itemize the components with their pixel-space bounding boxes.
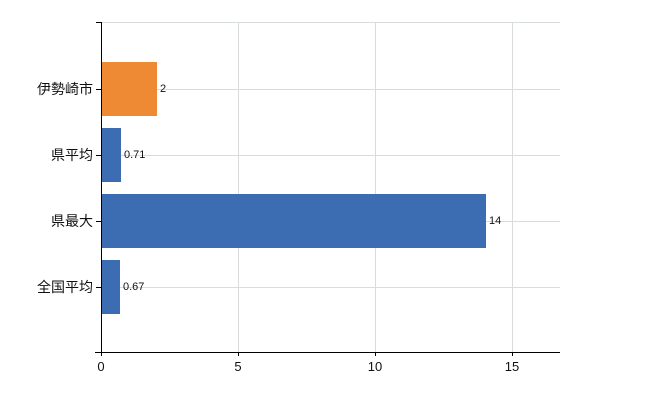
x-axis-tick xyxy=(375,352,376,356)
bar-県最大 xyxy=(102,194,486,248)
category-label-伊勢崎市: 伊勢崎市 xyxy=(37,81,93,97)
x-tick-label: 15 xyxy=(504,359,520,374)
vertical-gridline xyxy=(512,22,513,352)
horizontal-gridline xyxy=(101,155,560,156)
bar-伊勢崎市 xyxy=(102,62,157,116)
x-tick-label: 5 xyxy=(234,359,242,374)
bar-全国平均 xyxy=(102,260,120,314)
bar-value-label: 2 xyxy=(160,83,167,95)
vertical-gridline xyxy=(238,22,239,352)
y-axis-tick xyxy=(96,89,101,90)
category-label-県最大: 県最大 xyxy=(51,213,93,229)
x-axis-tick xyxy=(101,352,102,356)
horizontal-gridline xyxy=(101,89,560,90)
x-axis-tick xyxy=(238,352,239,356)
category-label-全国平均: 全国平均 xyxy=(37,279,93,295)
x-tick-label: 0 xyxy=(97,359,105,374)
bar-value-label: 0.67 xyxy=(123,281,145,293)
bar-value-label: 0.71 xyxy=(124,149,146,161)
y-axis-line xyxy=(101,22,102,352)
vertical-gridline xyxy=(375,22,376,352)
category-label-県平均: 県平均 xyxy=(51,147,93,163)
x-axis-tick xyxy=(512,352,513,356)
x-axis-line xyxy=(95,352,560,353)
y-axis-tick xyxy=(96,287,101,288)
bar-value-label: 14 xyxy=(489,215,502,227)
bar-県平均 xyxy=(102,128,121,182)
y-axis-end-tick xyxy=(96,22,101,23)
y-axis-tick xyxy=(96,221,101,222)
x-tick-label: 10 xyxy=(367,359,383,374)
horizontal-gridline xyxy=(101,287,560,288)
plot-top-border xyxy=(101,22,560,23)
y-axis-tick xyxy=(96,155,101,156)
